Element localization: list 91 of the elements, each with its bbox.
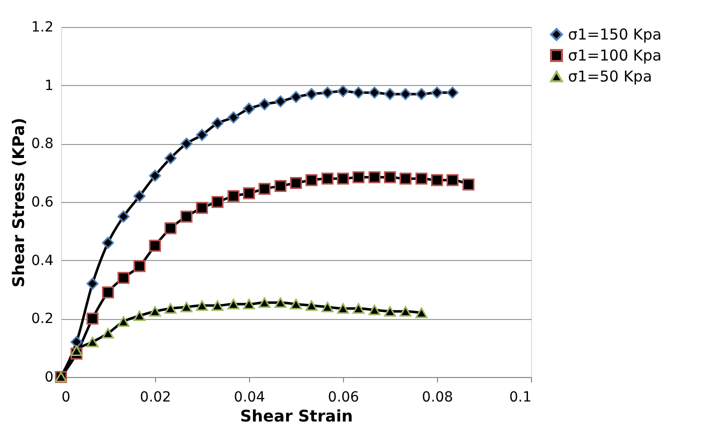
point xyxy=(133,190,146,202)
point xyxy=(133,310,146,322)
y-tick-label: 1.2 xyxy=(31,20,54,36)
point xyxy=(133,260,146,272)
point xyxy=(149,306,161,317)
point xyxy=(70,336,83,348)
point xyxy=(306,88,318,100)
point xyxy=(196,202,208,214)
point xyxy=(446,174,459,186)
point xyxy=(368,86,380,99)
point xyxy=(431,86,443,99)
point xyxy=(86,312,98,325)
x-tick-label: 0.08 xyxy=(422,390,454,406)
point xyxy=(400,172,412,185)
point xyxy=(274,95,286,108)
point xyxy=(400,88,412,100)
point xyxy=(368,304,380,316)
legend-label: σ1=150 Kpa xyxy=(568,26,662,44)
point xyxy=(180,302,192,312)
point xyxy=(212,300,224,311)
legend-label: σ1=50 Kpa xyxy=(568,68,652,86)
y-tick-label: 1 xyxy=(44,78,54,94)
point xyxy=(384,306,396,317)
point xyxy=(243,298,255,310)
point xyxy=(102,236,114,249)
point xyxy=(118,210,130,223)
point xyxy=(212,196,224,208)
point xyxy=(368,171,380,184)
y-tick-label: 0.4 xyxy=(31,252,54,269)
x-tick-label: 0.06 xyxy=(328,390,360,406)
y-tick-label: 0.8 xyxy=(31,136,54,152)
point xyxy=(352,171,365,184)
point xyxy=(431,174,443,186)
point xyxy=(212,117,224,130)
point xyxy=(243,187,255,200)
point xyxy=(227,111,240,124)
x-tick-label: 0 xyxy=(62,390,70,406)
point xyxy=(290,298,302,310)
point xyxy=(446,86,459,99)
point xyxy=(164,152,177,164)
point xyxy=(102,286,114,298)
x-axis-title: Shear Strain xyxy=(240,406,353,426)
point xyxy=(196,128,208,141)
point xyxy=(196,300,208,311)
point xyxy=(337,172,349,185)
y-axis-title: Shear Stress (KPa) xyxy=(9,118,28,288)
point xyxy=(400,306,412,317)
point xyxy=(415,308,428,318)
point xyxy=(243,102,255,115)
point xyxy=(306,300,318,311)
point xyxy=(415,172,428,185)
point xyxy=(306,174,318,186)
legend-label: σ1=100 Kpa xyxy=(568,46,662,64)
point xyxy=(258,182,271,195)
point xyxy=(462,178,474,190)
y-tick-label: 0 xyxy=(44,370,54,386)
point xyxy=(227,298,240,310)
point xyxy=(274,297,286,308)
point xyxy=(352,303,365,314)
point xyxy=(180,138,192,150)
point xyxy=(149,240,161,252)
point xyxy=(352,86,365,99)
point xyxy=(384,88,396,100)
point xyxy=(321,86,334,99)
point xyxy=(180,210,192,223)
point xyxy=(102,328,114,339)
point xyxy=(384,171,396,184)
point xyxy=(149,170,161,182)
point xyxy=(70,345,83,356)
point xyxy=(86,278,98,290)
point xyxy=(118,272,130,284)
x-tick-label: 0.04 xyxy=(234,390,266,406)
point xyxy=(164,222,177,234)
y-tick-label: 0.6 xyxy=(31,194,54,210)
point xyxy=(227,190,240,202)
point xyxy=(86,336,98,348)
y-tick-label: 0.2 xyxy=(31,311,54,328)
point xyxy=(258,98,271,110)
point xyxy=(164,303,177,314)
point xyxy=(274,180,286,192)
x-tick-label: 0.02 xyxy=(140,390,172,406)
point xyxy=(118,316,130,327)
point xyxy=(337,85,349,98)
x-tick-label: 0.1 xyxy=(509,390,532,406)
point xyxy=(321,172,334,185)
point xyxy=(290,91,302,103)
point xyxy=(415,88,428,100)
point xyxy=(290,177,302,190)
point xyxy=(258,297,271,308)
point xyxy=(321,302,334,312)
point xyxy=(337,303,349,314)
